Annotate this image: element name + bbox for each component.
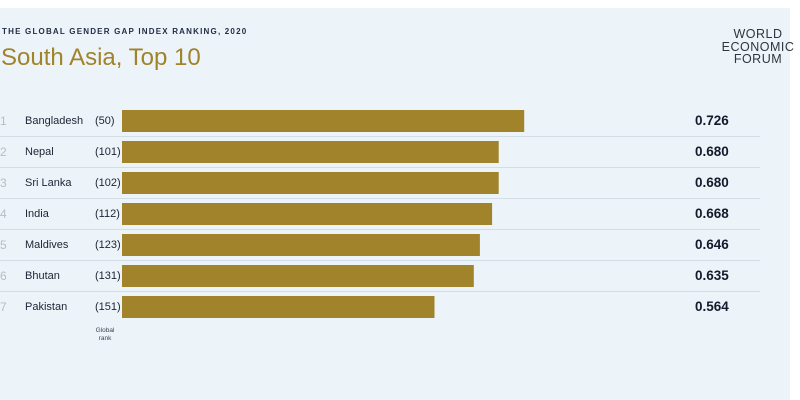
country-label: Maldives xyxy=(25,239,69,251)
country-label: Bangladesh xyxy=(25,115,84,127)
regional-rank-label: 2 xyxy=(0,145,7,159)
value-label: 0.564 xyxy=(695,299,729,314)
logo-line-world: WORLD xyxy=(733,27,783,41)
regional-rank-label: 3 xyxy=(0,176,7,190)
country-label: Pakistan xyxy=(25,301,68,313)
row-separator xyxy=(0,167,760,168)
bar xyxy=(122,203,493,225)
bar xyxy=(122,234,480,256)
value-label: 0.680 xyxy=(695,175,729,190)
regional-rank-label: 5 xyxy=(0,238,7,252)
bar xyxy=(122,141,499,163)
value-label: 0.668 xyxy=(695,206,729,221)
global-rank-label: (102) xyxy=(95,177,121,189)
value-label: 0.726 xyxy=(695,113,729,128)
bar xyxy=(122,265,474,287)
global-rank-label: (131) xyxy=(95,270,121,282)
value-label: 0.635 xyxy=(695,268,729,283)
row-separator xyxy=(0,136,760,137)
country-label: India xyxy=(25,208,49,220)
global-rank-note: Global rank xyxy=(92,327,118,343)
global-rank-note-line2: rank xyxy=(98,335,112,342)
row-separator xyxy=(0,198,760,199)
row-separator xyxy=(0,229,760,230)
bar xyxy=(122,110,525,132)
global-rank-label: (101) xyxy=(95,146,121,158)
row-separator xyxy=(0,260,760,261)
global-rank-label: (151) xyxy=(95,301,121,313)
global-rank-label: (123) xyxy=(95,239,121,251)
country-label: Sri Lanka xyxy=(25,177,72,189)
regional-rank-label: 6 xyxy=(0,269,7,283)
chart-kicker: THE GLOBAL GENDER GAP INDEX RANKING, 202… xyxy=(2,27,248,36)
global-rank-label: (112) xyxy=(95,208,120,220)
logo-line-economic: ECONOMIC xyxy=(721,39,795,54)
global-rank-label: (50) xyxy=(95,115,115,127)
regional-rank-label: 7 xyxy=(0,300,7,314)
regional-rank-label: 1 xyxy=(0,114,7,128)
country-label: Nepal xyxy=(25,146,54,158)
row-separator xyxy=(0,291,760,292)
bar xyxy=(122,172,499,194)
regional-rank-label: 4 xyxy=(0,207,7,221)
value-label: 0.680 xyxy=(695,144,729,159)
wef-logo: WORLD ECONOMIC FORUM xyxy=(718,28,798,66)
logo-line-forum: FORUM xyxy=(733,52,783,66)
country-label: Bhutan xyxy=(25,270,60,282)
value-label: 0.646 xyxy=(695,237,729,252)
chart-title: South Asia, Top 10 xyxy=(1,44,201,71)
global-rank-note-line1: Global xyxy=(95,327,115,334)
bar xyxy=(122,296,435,318)
